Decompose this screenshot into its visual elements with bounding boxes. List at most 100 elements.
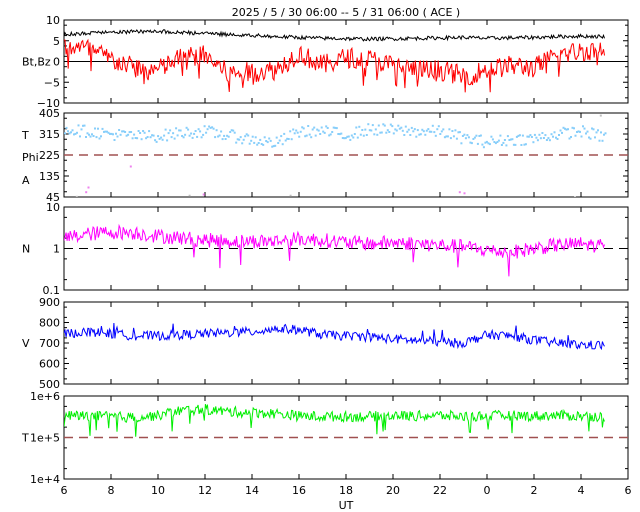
phi-point	[230, 129, 233, 132]
phi-point	[325, 125, 328, 128]
x-tick-label: 6	[625, 484, 632, 497]
panel-frame	[63, 112, 629, 198]
phi-point	[505, 144, 508, 147]
phi-point	[317, 129, 320, 132]
phi-point	[526, 135, 529, 138]
y-tick-label: 5	[53, 35, 60, 48]
phi-point	[517, 134, 520, 137]
plot-area	[64, 29, 628, 93]
phi-point	[109, 132, 111, 135]
phi-point	[202, 133, 205, 136]
phi-point	[157, 135, 160, 138]
phi-point	[436, 128, 439, 131]
phi-point	[178, 129, 181, 132]
phi-point	[226, 134, 229, 137]
phi-point	[329, 133, 332, 136]
phi-point	[497, 139, 500, 142]
phi-point	[209, 126, 212, 129]
phi-point	[341, 137, 344, 139]
phi-point	[478, 135, 481, 137]
phi-point	[359, 133, 362, 136]
phi-point	[289, 130, 292, 133]
phi-point	[376, 133, 379, 136]
y-axis-label: N	[22, 243, 30, 256]
phi-point	[518, 134, 521, 137]
plot-area	[64, 322, 605, 351]
phi-point	[191, 136, 194, 139]
phi-point	[499, 134, 502, 137]
phi-point	[535, 136, 538, 139]
phi-point	[101, 127, 104, 130]
phi-point	[164, 128, 167, 131]
phi-point	[175, 127, 178, 130]
density-series-line	[64, 223, 605, 277]
y-axis-label: Bt,Bz	[22, 56, 51, 69]
phi-alt-point	[463, 192, 466, 195]
phi-point	[533, 133, 536, 136]
phi-point	[337, 133, 340, 135]
phi-point	[446, 135, 449, 138]
phi-point	[490, 135, 493, 138]
panel-temperature: 1e+6 1e+5 1e+4 T	[21, 390, 629, 486]
phi-point	[98, 137, 101, 140]
phi-point	[555, 136, 557, 139]
phi-point	[382, 123, 385, 126]
phi-point	[485, 140, 488, 143]
phi-point	[335, 127, 338, 130]
panel-frame	[63, 395, 629, 480]
phi-point	[187, 128, 190, 131]
phi-point	[95, 136, 98, 139]
phi-point	[136, 137, 139, 140]
phi-point	[469, 141, 472, 144]
phi-point	[121, 130, 124, 133]
phi-point	[527, 135, 530, 138]
phi-point	[334, 126, 337, 129]
phi-point	[257, 142, 260, 144]
phi-point	[524, 143, 527, 146]
phi-point	[454, 129, 457, 132]
phi-point	[356, 136, 359, 139]
phi-point	[77, 124, 80, 127]
phi-point	[313, 126, 316, 129]
phi-point	[562, 126, 565, 129]
y-axis-label: T	[21, 432, 29, 445]
phi-point	[203, 125, 206, 128]
phi-point	[573, 127, 575, 130]
phi-point	[170, 136, 173, 139]
y-tick-label: 10	[46, 201, 60, 214]
phi-point	[544, 134, 547, 137]
phi-point	[124, 131, 127, 133]
phi-point	[292, 128, 295, 131]
phi-point	[365, 134, 368, 136]
y-tick-label: 135	[39, 170, 60, 183]
phi-point	[561, 131, 563, 134]
phi-point	[311, 128, 314, 131]
phi-point	[290, 138, 293, 141]
phi-point	[494, 142, 497, 145]
phi-point	[323, 131, 326, 134]
phi-point	[319, 133, 322, 135]
phi-point	[137, 130, 140, 132]
phi-point	[131, 137, 134, 140]
phi-point	[134, 137, 137, 139]
phi-point	[277, 142, 280, 144]
phi-point	[455, 137, 458, 140]
phi-point	[559, 129, 562, 132]
phi-point	[232, 129, 235, 132]
phi-point	[458, 131, 461, 134]
y-tick-label: 0.1	[43, 284, 61, 297]
phi-point	[181, 135, 184, 137]
phi-point	[94, 127, 96, 130]
phi-point	[523, 143, 526, 146]
phi-point	[588, 136, 590, 139]
phi-point	[220, 130, 223, 133]
panel-magnetic-field: 10 5 0 −5 −10 Bt,Bz	[22, 14, 629, 110]
phi-point	[350, 134, 353, 137]
phi-point	[85, 136, 87, 138]
phi-point	[473, 136, 476, 139]
phi-point	[211, 126, 214, 129]
panel-speed: 900 800 700 600 500 V	[22, 296, 629, 391]
y-tick-label: −10	[37, 97, 60, 110]
phi-point	[470, 142, 473, 145]
y-tick-label: 900	[39, 296, 60, 309]
